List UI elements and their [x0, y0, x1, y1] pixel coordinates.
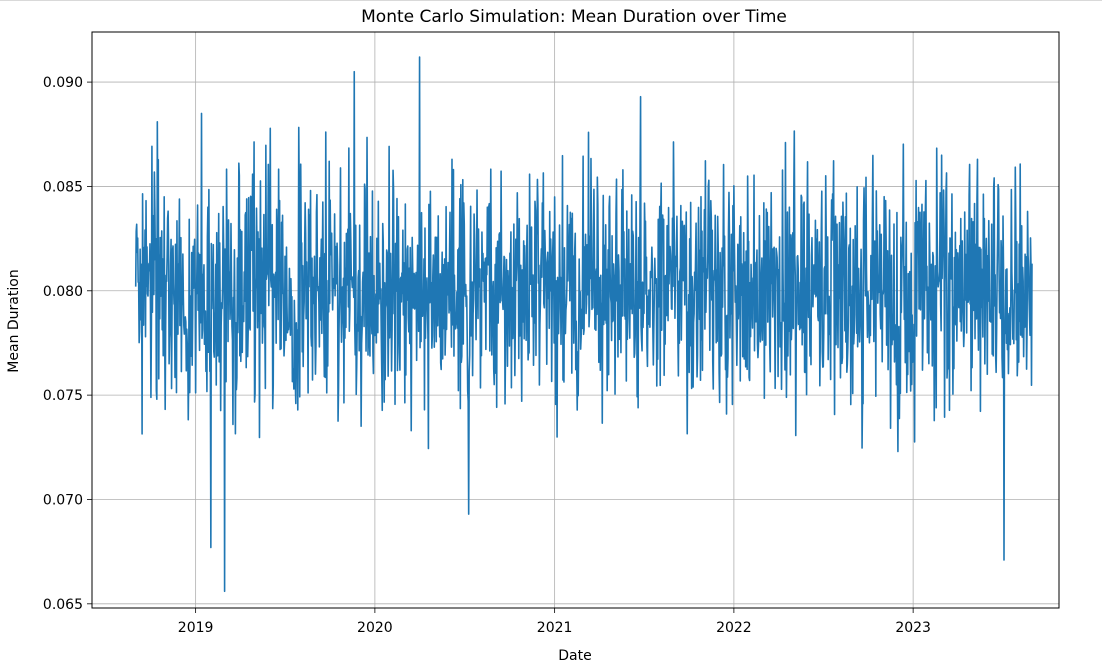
x-tick-label: 2021	[537, 620, 573, 636]
x-tick-label: 2022	[716, 620, 752, 636]
y-tick-label: 0.090	[43, 75, 83, 91]
x-tick-label: 2023	[895, 620, 931, 636]
series-line	[134, 56, 1033, 593]
y-axis: 0.065 0.070 0.075 0.080 0.085 0.090	[43, 75, 92, 613]
notebook-output-top-border	[0, 0, 1102, 1]
x-axis-label: Date	[558, 648, 591, 664]
x-axis: 2019 2020 2021 2022 2023	[178, 608, 931, 636]
y-tick-label: 0.085	[43, 179, 83, 195]
chart-title: Monte Carlo Simulation: Mean Duration ov…	[361, 7, 787, 27]
y-tick-label: 0.065	[43, 597, 83, 613]
plot-frame	[91, 31, 1060, 609]
y-tick-label: 0.075	[43, 388, 83, 404]
y-axis-label: Mean Duration	[6, 269, 22, 372]
x-tick-label: 2019	[178, 620, 214, 636]
y-tick-label: 0.080	[43, 284, 83, 300]
y-tick-label: 0.070	[43, 492, 83, 508]
x-tick-label: 2020	[357, 620, 393, 636]
series-layer	[134, 56, 1033, 593]
